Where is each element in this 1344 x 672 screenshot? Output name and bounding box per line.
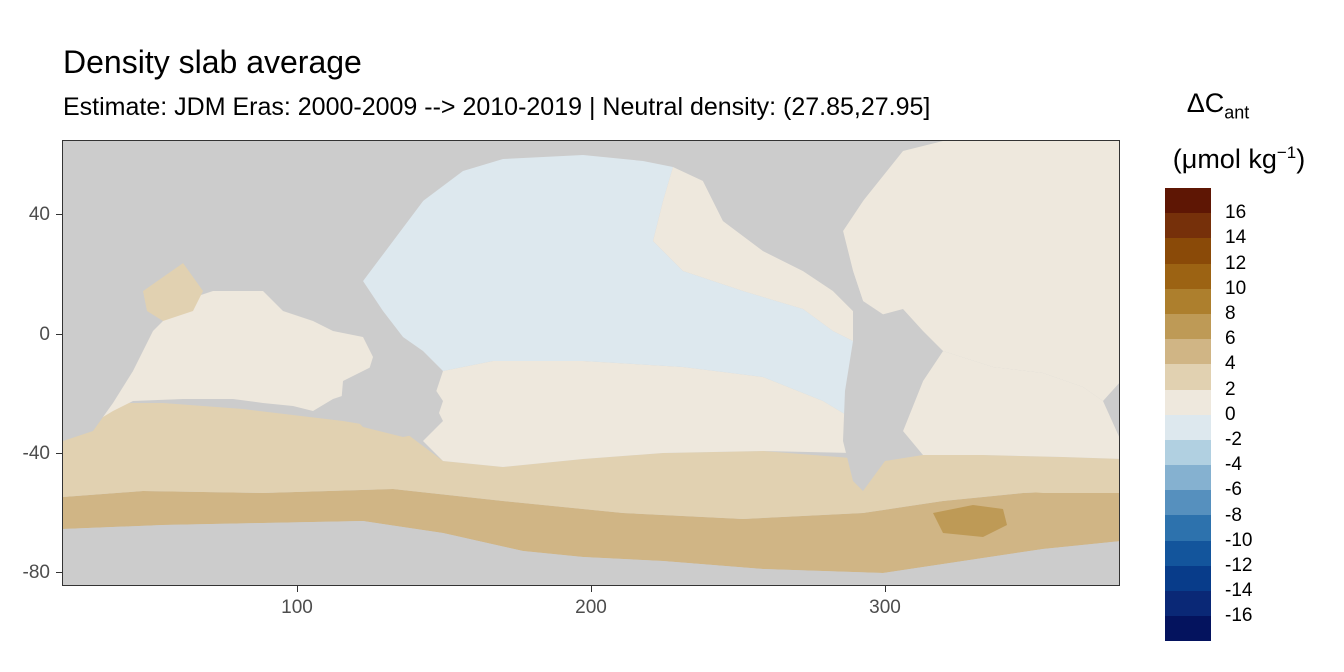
y-tick-mark-40 (56, 214, 62, 215)
legend-label: -16 (1225, 605, 1253, 627)
legend-swatch (1165, 213, 1211, 239)
legend-unit-prefix: (μmol kg (1172, 144, 1277, 174)
land-antarctica (63, 521, 1119, 585)
region-arabian-sea (143, 263, 203, 321)
legend-swatch (1165, 616, 1211, 642)
region-north-pacific-east (653, 167, 853, 341)
region-south-atlantic (885, 455, 1119, 493)
legend-label: -14 (1225, 580, 1253, 602)
land-south-america (843, 309, 943, 491)
legend-swatch (1165, 313, 1211, 340)
legend-swatch (1165, 339, 1211, 365)
legend-unit-suffix: ) (1296, 144, 1306, 174)
legend-swatch (1165, 389, 1211, 415)
legend-swatch (1165, 565, 1211, 591)
legend-label: 0 (1225, 403, 1236, 425)
legend-label: 10 (1225, 277, 1247, 299)
region-south-pacific (423, 361, 853, 467)
legend-swatch (1165, 515, 1211, 541)
legend-label: -12 (1225, 555, 1253, 576)
legend-swatch (1165, 490, 1211, 516)
region-south-atlantic-north (903, 351, 1119, 459)
x-tick-label: 100 (281, 597, 313, 618)
legend-label: -2 (1225, 429, 1242, 450)
map-panel (62, 140, 1120, 586)
legend-label: 14 (1225, 227, 1247, 249)
legend-label: 6 (1225, 328, 1236, 350)
land-australia (341, 361, 443, 437)
legend-title-subscript: ant (1224, 102, 1250, 123)
legend-label: -10 (1225, 529, 1253, 551)
y-tick-mark-neg80 (56, 572, 62, 573)
legend-swatch (1165, 188, 1211, 214)
x-tick-label: 300 (869, 597, 901, 618)
y-tick-label: 0 (39, 324, 50, 345)
region-weddell-sea (933, 505, 1007, 537)
land-africa (63, 281, 133, 441)
legend-label: -6 (1225, 479, 1242, 501)
y-tick-mark-0 (56, 334, 62, 335)
legend-unit-superscript: −1 (1276, 143, 1297, 162)
legend-swatch (1165, 263, 1211, 289)
legend-label: -4 (1225, 454, 1242, 476)
legend-swatch (1165, 540, 1211, 566)
y-tick-label: 40 (28, 204, 50, 225)
region-north-atlantic (843, 141, 1119, 401)
region-north-pacific (363, 155, 853, 419)
region-southern-ocean-band (63, 403, 1119, 519)
legend-label: 2 (1225, 378, 1236, 400)
legend-unit: (μmol kg−1) (1150, 136, 1328, 176)
x-tick-mark-300 (885, 586, 886, 592)
chart-subtitle: Estimate: JDM Eras: 2000-2009 --> 2010-2… (63, 93, 931, 121)
y-tick-mark-neg40 (56, 453, 62, 454)
map-svg (63, 141, 1119, 585)
legend-swatch (1165, 238, 1211, 264)
legend-colorbar (1165, 188, 1211, 642)
legend-label: 8 (1225, 303, 1236, 324)
legend-swatch (1165, 591, 1211, 617)
legend-swatch (1165, 414, 1211, 440)
legend-label: 16 (1225, 202, 1247, 224)
region-antarctic-margin (63, 489, 1119, 573)
chart-title: Density slab average (63, 44, 362, 80)
legend-label: -8 (1225, 504, 1242, 526)
land-north-america (703, 141, 903, 311)
legend-swatch (1165, 364, 1211, 390)
x-tick-mark-200 (591, 586, 592, 592)
legend-label: 12 (1225, 252, 1247, 274)
x-tick-label: 200 (575, 597, 607, 618)
legend-swatch (1165, 439, 1211, 466)
legend-swatch (1165, 465, 1211, 491)
y-tick-label: -40 (22, 443, 50, 464)
legend-title: ΔCant (1162, 86, 1274, 129)
region-indian-ocean (63, 291, 373, 441)
land-asia (63, 141, 463, 291)
x-tick-mark-100 (297, 586, 298, 592)
legend-swatch (1165, 288, 1211, 314)
y-tick-label: -80 (22, 562, 50, 583)
legend-title-symbol: ΔC (1186, 88, 1225, 118)
legend-label: 4 (1225, 353, 1236, 375)
